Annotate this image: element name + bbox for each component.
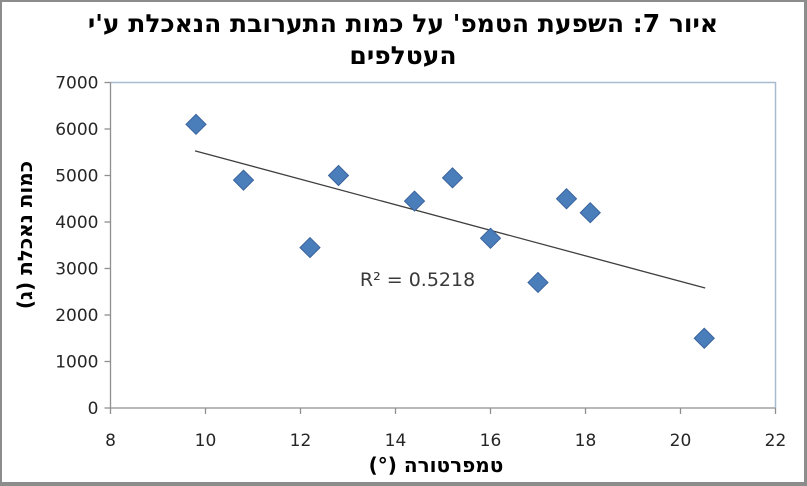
x-tick-label: 8 bbox=[105, 431, 116, 451]
trendline[interactable] bbox=[194, 150, 706, 289]
y-tick-label: 1000 bbox=[55, 353, 98, 373]
plot-border bbox=[110, 81, 777, 408]
chart-title-line2: העטלפים bbox=[349, 41, 457, 70]
x-tick-label: 14 bbox=[385, 431, 407, 451]
chart-title: איור 7: השפעת הטמפ' על כמות התערובת הנאכ… bbox=[2, 8, 804, 72]
data-point-marker[interactable] bbox=[555, 188, 578, 210]
data-point-marker[interactable] bbox=[479, 227, 502, 249]
y-axis-title: כמות נאכלת (ג) bbox=[13, 160, 37, 310]
y-tick-label: 6000 bbox=[55, 120, 98, 140]
data-point-marker[interactable] bbox=[527, 271, 549, 294]
data-point-marker[interactable] bbox=[327, 164, 350, 187]
y-tick-label: 5000 bbox=[55, 167, 98, 187]
x-tick-label: 18 bbox=[575, 431, 597, 451]
data-point-marker[interactable] bbox=[299, 236, 321, 259]
x-tick-label: 20 bbox=[670, 431, 692, 451]
data-point-marker[interactable] bbox=[232, 169, 255, 191]
x-tick-label: 10 bbox=[195, 431, 217, 451]
x-tick-label: 12 bbox=[290, 431, 312, 451]
y-tick-label: 4000 bbox=[55, 213, 98, 233]
x-tick-label: 16 bbox=[480, 431, 502, 451]
x-axis-title: טמפרטורה (°) bbox=[368, 453, 504, 477]
r2-label: R² = 0.5218 bbox=[359, 268, 476, 291]
chart-title-line1: איור 7: השפעת הטמפ' על כמות התערובת הנאכ… bbox=[87, 9, 719, 38]
y-tick-label: 0 bbox=[88, 399, 99, 419]
data-point-marker[interactable] bbox=[185, 113, 207, 136]
data-point-marker[interactable] bbox=[441, 167, 464, 189]
y-tick-label: 2000 bbox=[55, 306, 98, 326]
y-tick-label: 7000 bbox=[55, 74, 98, 94]
x-tick-label: 22 bbox=[765, 431, 787, 451]
data-point-marker[interactable] bbox=[579, 201, 601, 224]
y-tick-label: 3000 bbox=[55, 260, 98, 280]
data-point-marker[interactable] bbox=[693, 327, 715, 349]
data-point-marker[interactable] bbox=[403, 190, 426, 212]
